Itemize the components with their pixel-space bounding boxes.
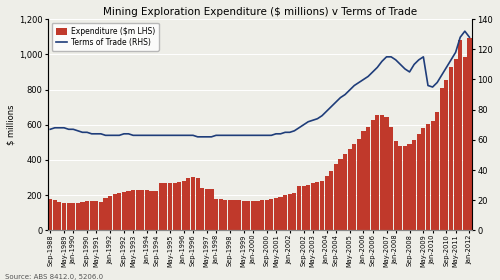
Bar (288, 194, 292, 230)
Bar (274, 198, 278, 230)
Bar (76, 203, 80, 230)
Bar (310, 183, 315, 230)
Bar (440, 88, 444, 230)
Bar (182, 181, 186, 230)
Bar (58, 202, 62, 230)
Bar (168, 183, 172, 230)
Bar (85, 201, 89, 230)
Bar (264, 200, 269, 230)
Bar (435, 113, 440, 230)
Bar (62, 203, 66, 230)
Bar (338, 159, 342, 230)
Bar (366, 127, 370, 230)
Bar (48, 199, 52, 230)
Bar (283, 195, 287, 230)
Bar (150, 191, 154, 230)
Bar (218, 199, 222, 230)
Bar (306, 185, 310, 230)
Bar (463, 57, 467, 230)
Bar (164, 183, 168, 230)
Bar (412, 140, 416, 230)
Bar (302, 186, 306, 230)
Bar (352, 144, 356, 230)
Bar (389, 127, 393, 230)
Bar (348, 150, 352, 230)
Bar (172, 183, 176, 230)
Legend: Expenditure ($m LHS), Terms of Trade (RHS): Expenditure ($m LHS), Terms of Trade (RH… (52, 23, 159, 51)
Bar (422, 128, 426, 230)
Bar (158, 183, 163, 230)
Bar (99, 202, 103, 230)
Bar (316, 182, 320, 230)
Bar (66, 203, 70, 230)
Title: Mining Exploration Expenditure ($ millions) v Terms of Trade: Mining Exploration Expenditure ($ millio… (103, 7, 417, 17)
Bar (90, 201, 94, 230)
Bar (329, 171, 334, 230)
Bar (154, 191, 158, 230)
Bar (80, 202, 84, 230)
Bar (343, 154, 347, 230)
Bar (131, 190, 135, 230)
Bar (223, 200, 228, 230)
Bar (444, 80, 448, 230)
Bar (145, 190, 149, 230)
Bar (196, 178, 200, 230)
Bar (214, 199, 218, 230)
Bar (468, 38, 471, 230)
Bar (122, 192, 126, 230)
Bar (104, 198, 108, 230)
Bar (242, 201, 246, 230)
Bar (232, 200, 236, 230)
Bar (126, 191, 130, 230)
Bar (71, 203, 76, 230)
Bar (334, 164, 338, 230)
Bar (112, 194, 117, 230)
Bar (292, 193, 296, 230)
Bar (454, 59, 458, 230)
Bar (246, 201, 250, 230)
Bar (357, 139, 361, 230)
Text: Source: ABS 8412.0, 5206.0: Source: ABS 8412.0, 5206.0 (5, 274, 103, 280)
Bar (260, 200, 264, 230)
Bar (458, 40, 462, 230)
Bar (251, 201, 255, 230)
Bar (362, 131, 366, 230)
Bar (117, 193, 121, 230)
Bar (320, 181, 324, 230)
Bar (205, 188, 209, 230)
Bar (297, 186, 301, 230)
Bar (380, 115, 384, 230)
Bar (94, 201, 98, 230)
Bar (256, 201, 260, 230)
Bar (408, 144, 412, 230)
Bar (394, 141, 398, 230)
Bar (210, 189, 214, 230)
Bar (136, 190, 140, 230)
Bar (324, 176, 328, 230)
Bar (186, 178, 190, 230)
Bar (384, 117, 388, 230)
Bar (177, 182, 182, 230)
Bar (416, 134, 421, 230)
Bar (108, 196, 112, 230)
Bar (449, 67, 453, 230)
Bar (52, 200, 57, 230)
Bar (237, 200, 241, 230)
Bar (228, 200, 232, 230)
Bar (200, 188, 204, 230)
Bar (403, 146, 407, 230)
Bar (426, 124, 430, 230)
Bar (140, 190, 144, 230)
Bar (278, 197, 282, 230)
Bar (430, 121, 434, 230)
Bar (375, 115, 380, 230)
Bar (191, 177, 195, 230)
Bar (270, 199, 274, 230)
Y-axis label: $ millions: $ millions (7, 104, 16, 145)
Bar (398, 146, 402, 230)
Bar (370, 120, 375, 230)
